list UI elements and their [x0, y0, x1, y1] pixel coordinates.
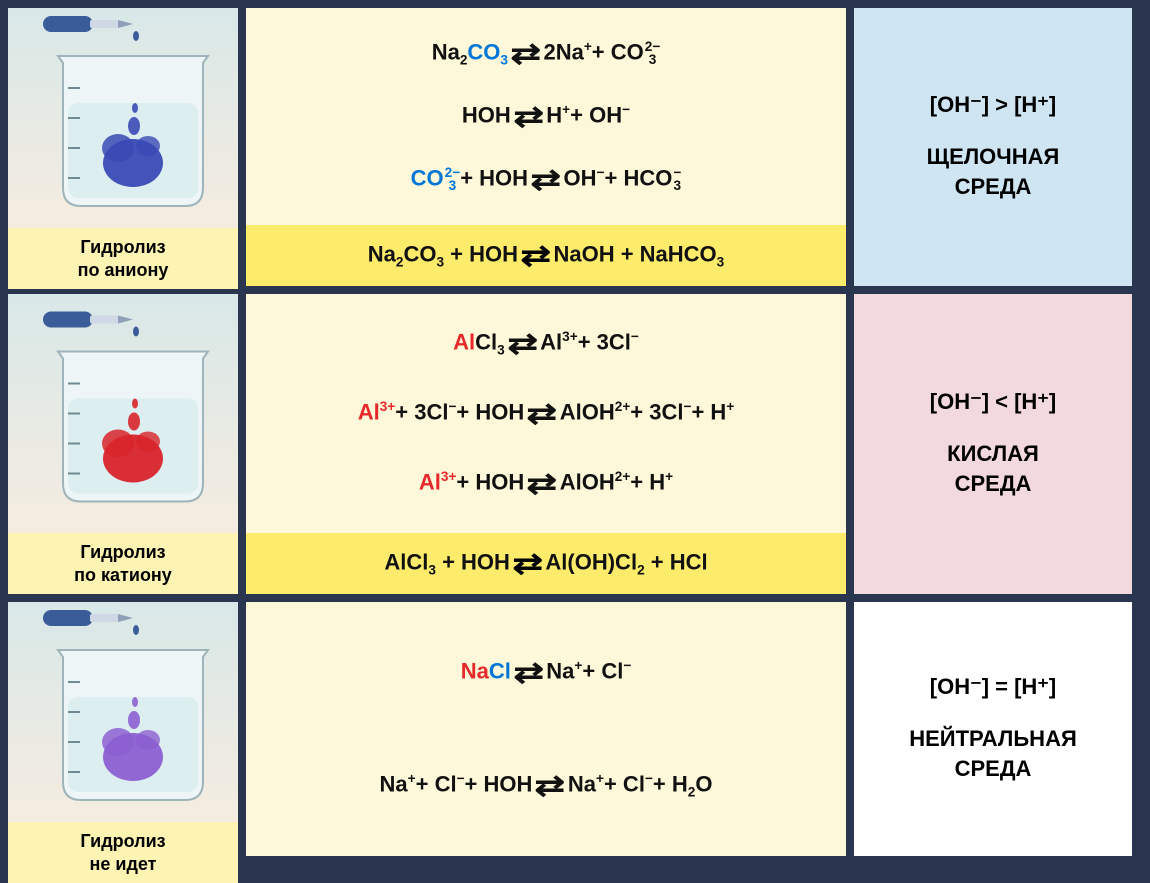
environment-name: ЩЕЛОЧНАЯСРЕДА — [927, 142, 1060, 201]
beaker-image — [8, 294, 238, 533]
equation-line: CO2−3+ HOH⇄OH−+ HCO−3 — [256, 163, 836, 196]
ion-condition: [OH⁻] = [H⁺] — [930, 674, 1057, 700]
equation-line: Na2CO3⇄2Na++ CO2−3 — [256, 37, 836, 70]
hydrolysis-row-0: Гидролизпо аниону Na2CO3⇄2Na++ CO2−3 HOH⇄H… — [8, 8, 1142, 286]
beaker-illustration — [8, 8, 238, 228]
equations-panel: AlCl3⇄Al3++ 3Cl− Al3++ 3Cl−+ HOH⇄AlOH2++ … — [246, 294, 846, 594]
hydrolysis-type-label: Гидролизпо аниону — [8, 228, 238, 289]
left-panel: Гидролизпо катиону — [8, 294, 238, 594]
hydrolysis-type-label: Гидролизне идет — [8, 822, 238, 883]
beaker-image — [8, 602, 238, 822]
environment-name: НЕЙТРАЛЬНАЯСРЕДА — [909, 724, 1077, 783]
ion-condition: [OH⁻] < [H⁺] — [930, 389, 1057, 415]
hydrolysis-row-1: Гидролизпо катиону AlCl3⇄Al3++ 3Cl− Al3++ … — [8, 294, 1142, 594]
equation-line: NaCl⇄Na++ Cl− — [256, 656, 836, 689]
equation-line: Al3++ 3Cl−+ HOH⇄AlOH2++ 3Cl−+ H+ — [256, 397, 836, 430]
left-panel: Гидролизне идет — [8, 602, 238, 856]
equation-line: Al3++ HOH⇄AlOH2++ H+ — [256, 467, 836, 500]
environment-panel: [OH⁻] = [H⁺] НЕЙТРАЛЬНАЯСРЕДА — [854, 602, 1132, 856]
equations-list: AlCl3⇄Al3++ 3Cl− Al3++ 3Cl−+ HOH⇄AlOH2++ … — [246, 294, 846, 533]
hydrolysis-row-2: Гидролизне идет NaCl⇄Na++ Cl− Na++ Cl−+ HO… — [8, 602, 1142, 856]
equation-line: Na++ Cl−+ HOH⇄Na++ Cl−+ H2O — [256, 769, 836, 802]
equation-summary: Na2CO3 + HOH⇄NaOH + NaHCO3 — [246, 225, 846, 286]
environment-name: КИСЛАЯСРЕДА — [947, 439, 1039, 498]
equations-panel: NaCl⇄Na++ Cl− Na++ Cl−+ HOH⇄Na++ Cl−+ H2O — [246, 602, 846, 856]
beaker-illustration — [8, 294, 238, 533]
environment-panel: [OH⁻] < [H⁺] КИСЛАЯСРЕДА — [854, 294, 1132, 594]
beaker-illustration — [8, 602, 238, 822]
equations-panel: Na2CO3⇄2Na++ CO2−3 HOH⇄H++ OH− CO2−3+ HOH⇄… — [246, 8, 846, 286]
ion-condition: [OH⁻] > [H⁺] — [930, 92, 1057, 118]
equation-line: HOH⇄H++ OH− — [256, 100, 836, 133]
beaker-image — [8, 8, 238, 228]
hydrolysis-type-label: Гидролизпо катиону — [8, 533, 238, 594]
equation-summary: AlCl3 + HOH⇄Al(OH)Cl2 + HCl — [246, 533, 846, 594]
environment-panel: [OH⁻] > [H⁺] ЩЕЛОЧНАЯСРЕДА — [854, 8, 1132, 286]
left-panel: Гидролизпо аниону — [8, 8, 238, 286]
equations-list: NaCl⇄Na++ Cl− Na++ Cl−+ HOH⇄Na++ Cl−+ H2O — [246, 602, 846, 856]
equation-line: AlCl3⇄Al3++ 3Cl− — [256, 327, 836, 360]
equations-list: Na2CO3⇄2Na++ CO2−3 HOH⇄H++ OH− CO2−3+ HOH⇄… — [246, 8, 846, 225]
